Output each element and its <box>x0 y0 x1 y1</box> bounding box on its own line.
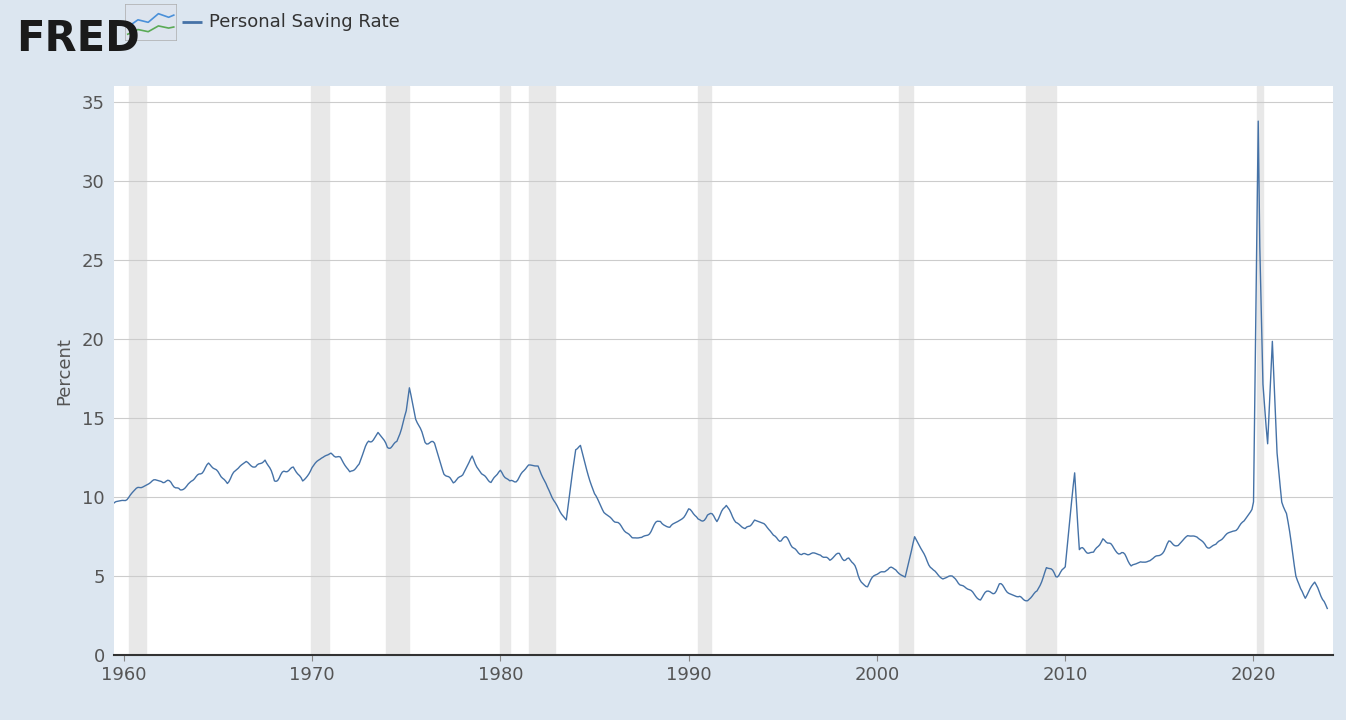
Text: Personal Saving Rate: Personal Saving Rate <box>209 12 400 30</box>
Bar <box>1026 86 1055 655</box>
Bar <box>386 86 409 655</box>
Bar <box>501 86 510 655</box>
Bar <box>128 86 145 655</box>
Bar <box>529 86 556 655</box>
Y-axis label: Percent: Percent <box>55 337 73 405</box>
Text: FRED: FRED <box>16 18 140 60</box>
Bar <box>699 86 711 655</box>
Bar <box>311 86 330 655</box>
Bar <box>899 86 913 655</box>
Bar <box>1257 86 1263 655</box>
